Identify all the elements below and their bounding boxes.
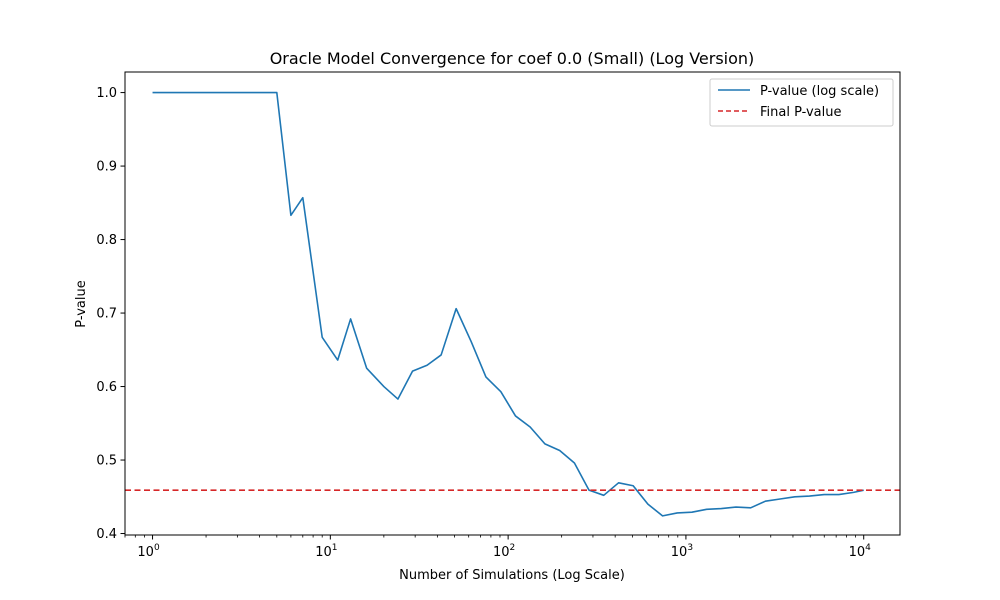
x-tick-label: 104 <box>849 543 872 560</box>
legend-label-pvalue: P-value (log scale) <box>760 84 879 99</box>
legend-label-final: Final P-value <box>760 105 842 120</box>
series-line-pvalue <box>152 91 864 517</box>
y-tick-label: 0.6 <box>96 380 117 395</box>
x-tick-label: 100 <box>137 543 160 560</box>
x-axis-label: Number of Simulations (Log Scale) <box>399 568 625 583</box>
y-tick-label: 0.9 <box>96 160 117 175</box>
plot-area: 100 101 102 103 104 0.4 0.5 0.6 0.7 0.8 0.9 1.0 <box>96 71 901 560</box>
y-tick-label: 0.5 <box>96 454 117 469</box>
y-tick-label: 0.8 <box>96 233 117 248</box>
chart-title: Oracle Model Convergence for coef 0.0 (S… <box>270 49 755 68</box>
series-layer <box>125 91 900 517</box>
axes-frame <box>124 71 901 536</box>
x-tick-label: 101 <box>315 543 337 560</box>
x-axis: 100 101 102 103 104 <box>124 535 872 560</box>
x-tick-label: 102 <box>493 543 515 560</box>
y-axis-label: P-value <box>74 280 89 327</box>
legend: P-value (log scale) Final P-value <box>709 78 894 127</box>
x-tick-label: 103 <box>671 543 693 560</box>
legend-box <box>709 78 894 127</box>
y-axis: 0.4 0.5 0.6 0.7 0.8 0.9 1.0 <box>96 86 125 542</box>
y-tick-label: 0.4 <box>96 527 117 542</box>
y-tick-label: 1.0 <box>96 86 117 101</box>
y-tick-label: 0.7 <box>96 307 117 322</box>
